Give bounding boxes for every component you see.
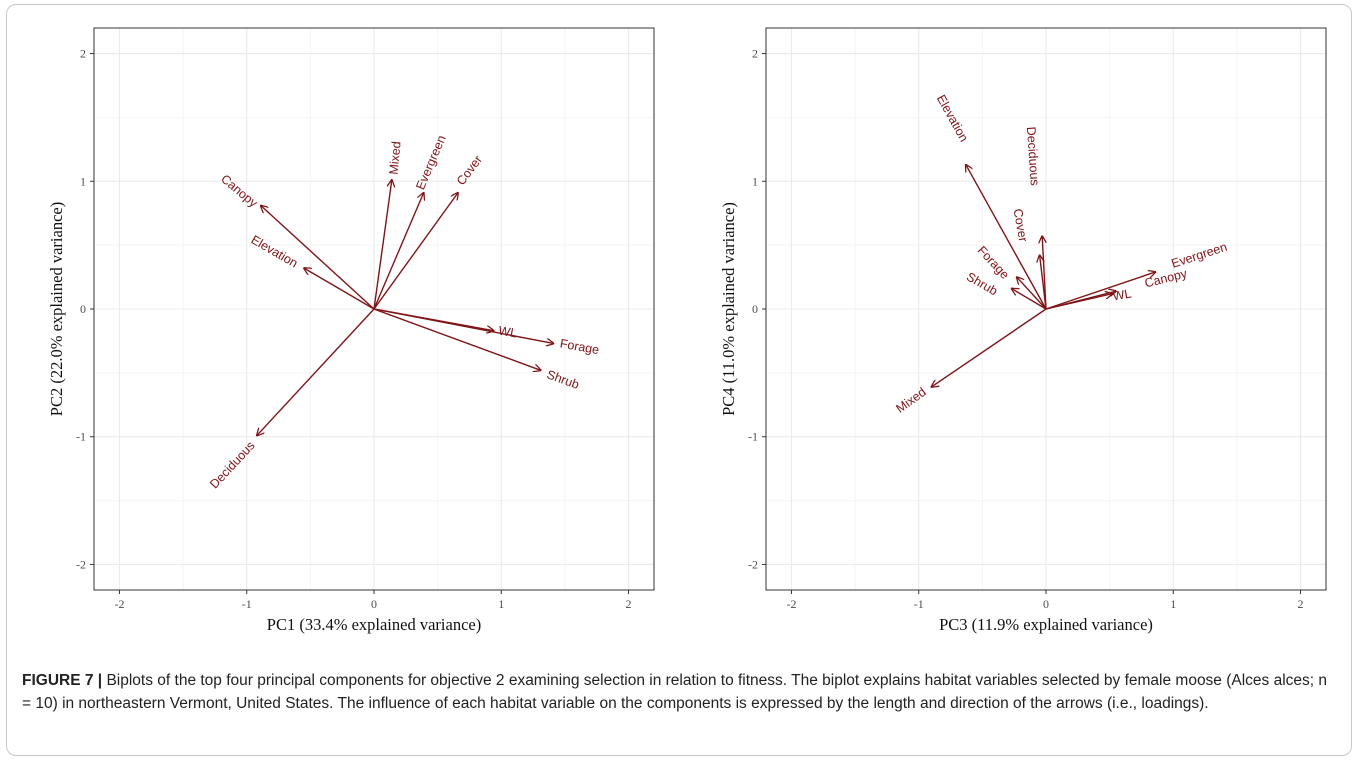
loading-arrow-canopy bbox=[261, 206, 375, 310]
loading-arrow-evergreen bbox=[1045, 272, 1155, 310]
x-tick-label: -1 bbox=[914, 597, 924, 611]
loading-label-forage: Forage bbox=[559, 336, 600, 357]
x-tick-label: 2 bbox=[626, 597, 632, 611]
y-tick-label: 2 bbox=[80, 47, 86, 61]
y-tick-label: 2 bbox=[752, 47, 758, 61]
loading-label-deciduous: Deciduous bbox=[1024, 126, 1042, 186]
figure-caption: FIGURE 7 | Biplots of the top four princ… bbox=[22, 669, 1338, 715]
y-axis-label: PC2 (22.0% explained variance) bbox=[47, 202, 66, 416]
x-tick-label: 1 bbox=[1170, 597, 1176, 611]
biplot-pc1-pc2: -2 -1 0 1 2 -2 -1 0 1 2 PC1 (33.4% explained varia… bbox=[47, 27, 655, 634]
loading-arrow-shrub bbox=[373, 308, 541, 370]
loading-arrow-forage bbox=[373, 308, 553, 343]
y-tick-label: 0 bbox=[752, 302, 758, 316]
x-tick-label: 0 bbox=[1043, 597, 1049, 611]
loading-arrow-deciduous bbox=[257, 308, 375, 435]
loading-arrow-shrub bbox=[1012, 289, 1047, 310]
loading-label-mixed: Mixed bbox=[387, 141, 404, 175]
caption-text: Biplots of the top four principal compon… bbox=[22, 672, 1328, 712]
loading-arrow-evergreen bbox=[373, 193, 424, 310]
loading-arrow-mixed bbox=[373, 180, 392, 310]
x-tick-label: 2 bbox=[1298, 597, 1304, 611]
y-tick-label: -2 bbox=[748, 557, 758, 571]
loading-arrow-cover bbox=[373, 193, 458, 310]
x-axis-label: PC3 (11.9% explained variance) bbox=[939, 615, 1153, 634]
x-tick-label: 1 bbox=[498, 597, 504, 611]
x-tick-label: -1 bbox=[242, 597, 252, 611]
y-axis-label: PC4 (11.0% explained variance) bbox=[719, 202, 738, 416]
loading-arrow-elevation bbox=[966, 165, 1047, 310]
x-axis-label: PC1 (33.4% explained variance) bbox=[267, 615, 481, 634]
y-tick-label: -1 bbox=[76, 430, 86, 444]
y-tick-label: 1 bbox=[80, 174, 86, 188]
loading-arrow-deciduous bbox=[1042, 236, 1047, 310]
loading-arrow-cover bbox=[1040, 255, 1047, 310]
x-tick-label: -2 bbox=[786, 597, 796, 611]
loading-arrow-mixed bbox=[931, 308, 1047, 387]
biplot-pc3-pc4: -2 -1 0 1 2 -2 -1 0 1 2 PC3 (11.9% explained varia… bbox=[719, 27, 1327, 634]
y-tick-label: 0 bbox=[80, 302, 86, 316]
y-tick-label: 1 bbox=[752, 174, 758, 188]
loading-arrow-elevation bbox=[304, 268, 375, 310]
x-tick-label: -2 bbox=[114, 597, 124, 611]
loading-arrow-forage bbox=[1017, 277, 1047, 310]
loading-label-cover: Cover bbox=[1011, 208, 1031, 243]
caption-label: FIGURE 7 | bbox=[22, 672, 103, 689]
loading-arrow-canopy bbox=[1045, 291, 1116, 310]
x-tick-label: 0 bbox=[371, 597, 377, 611]
y-tick-label: -2 bbox=[76, 557, 86, 571]
y-tick-label: -1 bbox=[748, 430, 758, 444]
